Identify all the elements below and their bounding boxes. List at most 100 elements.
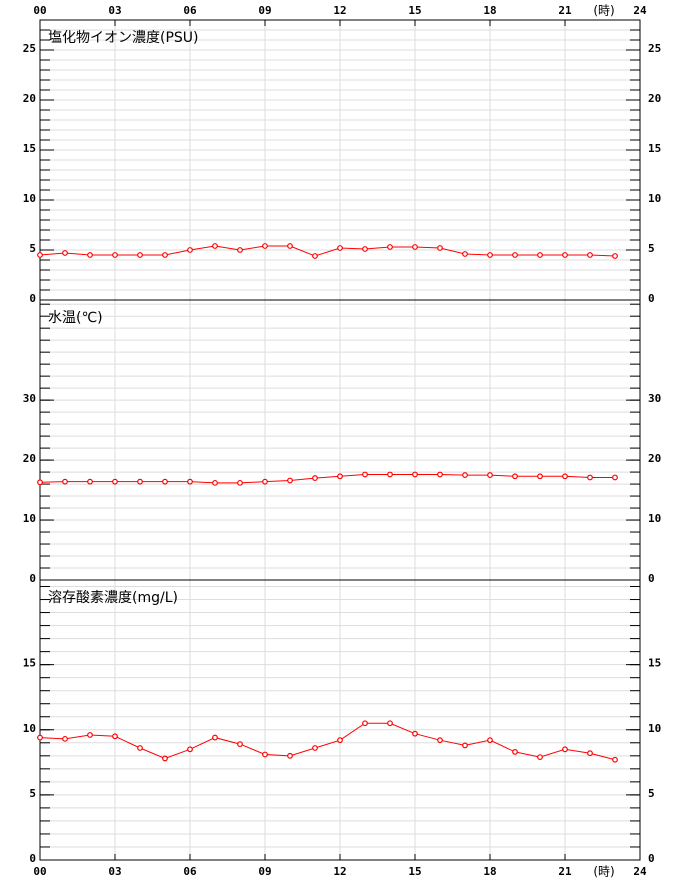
y-tick-label: 10 [648,192,661,205]
data-point [437,737,443,744]
data-line [39,722,616,761]
data-point [487,252,493,258]
x-tick-label: 12 [333,4,346,17]
data-point [262,478,268,485]
data-point [612,253,618,259]
data-point [312,253,318,259]
y-tick-label: 5 [29,787,36,800]
data-point [287,243,293,249]
data-point [512,749,518,755]
data-point [262,243,268,249]
data-point [287,477,293,484]
y-tick-label: 25 [648,42,661,55]
y-tick-label: 15 [648,142,661,155]
data-point [612,756,618,763]
x-axis-label: (時) [593,4,614,18]
x-tick-label: 24 [633,865,647,878]
panel-frame [39,579,641,861]
x-tick-label: 03 [108,4,121,17]
data-point [537,754,543,761]
data-point [62,250,68,256]
data-point [212,479,218,486]
panel-title: 水温(℃) [48,310,103,326]
data-point [87,252,93,258]
data-point [562,473,568,480]
data-point [37,252,43,258]
y-tick-label: 10 [648,722,661,735]
x-tick-label: 12 [333,865,346,878]
data-line [39,473,615,484]
data-point [112,252,118,258]
y-tick-label: 15 [23,657,36,670]
data-point [112,478,118,485]
x-tick-label: 24 [633,4,647,17]
data-point [437,471,443,478]
x-tick-label: 21 [558,4,572,17]
x-tick-label: 00 [33,4,46,17]
y-tick-label: 10 [23,192,36,205]
data-point [512,252,518,258]
data-point [337,737,343,744]
x-tick-label: 06 [183,865,197,878]
data-point [237,247,243,253]
x-tick-label: 09 [258,865,271,878]
y-tick-label: 25 [23,42,36,55]
x-tick-label: 00 [33,865,46,878]
y-tick-label: 10 [23,722,36,735]
y-tick-label: 5 [29,242,36,255]
data-point [362,471,368,478]
data-point [337,473,343,480]
data-point [387,471,393,478]
data-point [187,247,193,253]
data-point [62,735,68,742]
y-tick-label: 0 [29,852,36,865]
y-tick-label: 10 [648,512,661,525]
y-tick-label: 20 [648,92,661,105]
data-point [462,251,468,257]
y-tick-label: 5 [648,242,655,255]
y-tick-label: 20 [23,452,36,465]
data-point [487,472,493,478]
data-point [237,479,243,486]
y-tick-label: 20 [648,452,661,465]
y-tick-label: 0 [648,852,655,865]
data-point [237,741,243,747]
data-point [362,246,368,252]
x-tick-label: 18 [483,4,496,17]
x-tick-label: 15 [408,4,421,17]
data-point [412,244,418,250]
data-point [287,752,293,759]
data-point [412,471,418,478]
x-tick-label: 18 [483,865,496,878]
data-point [137,745,143,751]
x-tick-label: 09 [258,4,271,17]
data-point [137,252,143,258]
data-point [537,252,543,258]
data-point [462,472,468,478]
x-tick-label: 21 [558,865,572,878]
x-tick-label: 03 [108,865,121,878]
y-tick-label: 15 [23,142,36,155]
data-point [262,751,268,758]
panel-title: 溶存酸素濃度(mg/L) [48,590,178,606]
y-tick-label: 0 [648,292,655,305]
y-tick-label: 30 [23,392,36,405]
data-point [87,478,93,485]
data-point [462,742,468,749]
x-axis-label: (時) [593,865,614,879]
data-line [39,245,616,257]
data-point [62,478,68,485]
y-tick-label: 20 [23,92,36,105]
data-point [112,733,118,740]
data-point [387,244,393,250]
panel-title: 塩化物イオン濃度(PSU) [48,30,199,46]
y-tick-label: 15 [648,657,661,670]
y-tick-label: 0 [648,572,655,585]
data-point [587,252,593,258]
data-point [162,478,168,485]
data-point [537,473,543,480]
y-tick-label: 0 [29,572,36,585]
data-point [137,478,143,485]
